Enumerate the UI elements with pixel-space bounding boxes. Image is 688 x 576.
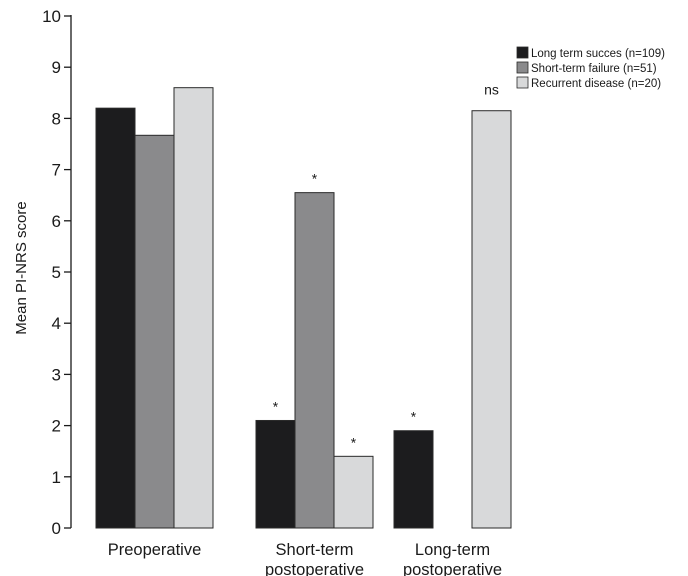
legend: Long term succes (n=109) Short-term failu… [516,46,665,90]
legend-swatch [516,76,529,89]
y-tick-label: 2 [52,417,61,436]
y-tick-label: 8 [52,109,61,128]
x-category-label: postoperative [403,561,502,576]
bar-3-2 [333,455,374,529]
annotation-label: * [273,398,279,414]
y-tick-label: 7 [52,161,61,180]
x-category-label: Long-term [415,541,490,559]
y-axis: 0 1 2 3 4 5 6 7 8 9 10 [42,7,72,538]
legend-label: Recurrent disease (n=20) [531,78,661,90]
bars [95,87,512,529]
x-category-label: postoperative [265,561,364,576]
bar-1-3 [393,430,434,529]
y-tick-label: 9 [52,58,61,77]
annotation-label: * [351,434,357,450]
legend-swatch [516,46,529,59]
legend-swatch [516,61,529,74]
bar-1-2 [255,419,296,529]
annotation-label: * [411,409,417,425]
bar-3-3 [471,110,512,529]
y-tick-label: 10 [42,7,61,26]
bar-2-1 [134,134,175,529]
y-tick-label: 0 [52,519,61,538]
x-category-label: Preoperative [108,541,202,559]
y-tick-label: 1 [52,468,61,487]
y-tick-label: 4 [52,314,61,333]
y-tick-label: 3 [52,365,61,384]
annotation-label: ns [484,82,499,98]
bar-3-1 [173,87,214,529]
legend-label: Long term succes (n=109) [531,48,665,60]
y-axis-title: Mean PI-NRS score [13,201,30,334]
annotation-label: * [312,171,318,187]
x-axis-category-labels: Preoperative Short-term postoperative Long-… [108,541,502,576]
bar-2-2 [294,192,335,529]
legend-label: Short-term failure (n=51) [531,63,657,75]
x-category-label: Short-term [276,541,354,559]
bar-1-1 [95,107,136,529]
significance-annotations: * * * * ns [273,82,499,451]
y-tick-label: 6 [52,212,61,231]
y-tick-label: 5 [52,263,61,282]
